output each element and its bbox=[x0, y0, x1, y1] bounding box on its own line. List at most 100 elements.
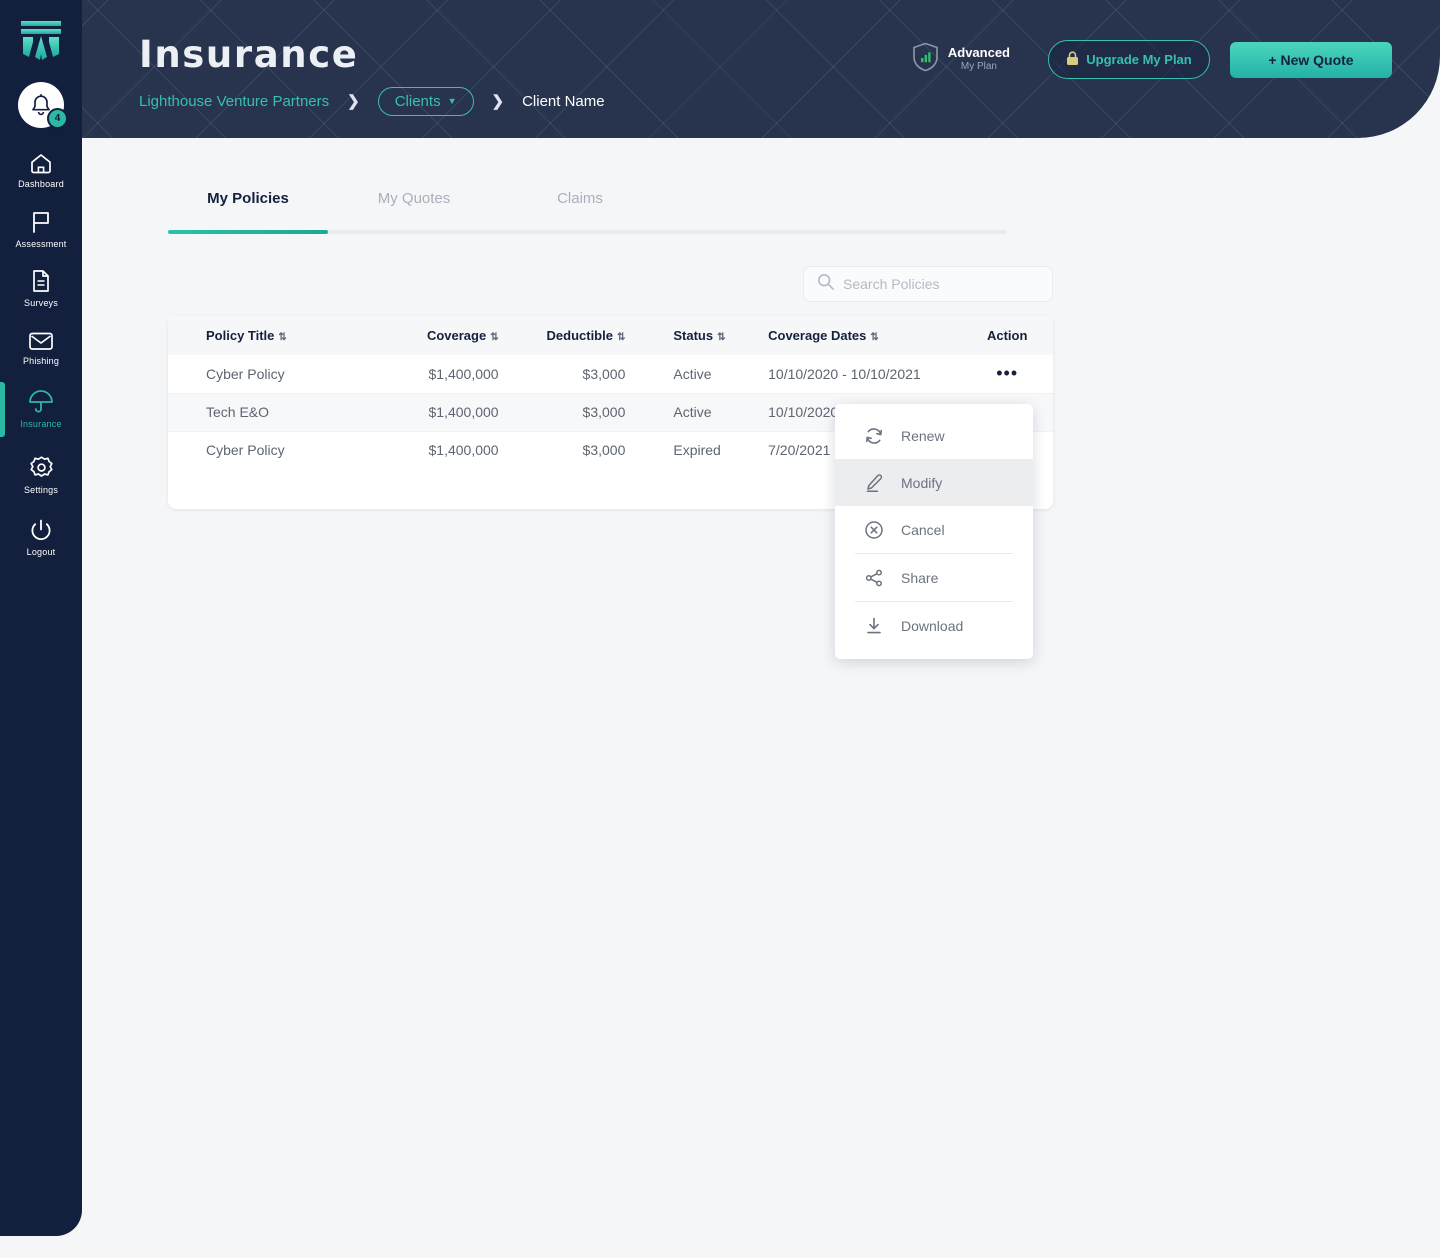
cell-coverage: $1,400,000 bbox=[428, 442, 499, 459]
breadcrumb-clients-dropdown[interactable]: Clients ▼ bbox=[377, 86, 474, 116]
sidebar-item-surveys[interactable]: Surveys bbox=[0, 259, 82, 317]
cell-policy-title: Cyber Policy bbox=[206, 442, 285, 459]
column-header-policy-title[interactable]: Policy Title ⇅ bbox=[168, 316, 373, 355]
main-content: My Policies My Quotes Claims Policy Titl… bbox=[82, 138, 1440, 1258]
page-title: Insurance bbox=[139, 33, 359, 76]
menu-item-label: Share bbox=[901, 569, 939, 586]
plan-badge: Advanced My Plan bbox=[912, 42, 1010, 77]
column-header-deductible[interactable]: Deductible ⇅ bbox=[498, 316, 626, 355]
menu-item-label: Renew bbox=[901, 427, 945, 444]
breadcrumb-clients-label: Clients bbox=[394, 92, 441, 110]
sidebar-item-label: Settings bbox=[23, 485, 59, 495]
company-logo[interactable] bbox=[17, 16, 65, 62]
sidebar-item-logout[interactable]: Logout bbox=[0, 508, 82, 566]
column-header-status[interactable]: Status ⇅ bbox=[625, 316, 745, 355]
menu-divider bbox=[855, 553, 1013, 554]
sidebar-item-label: Dashboard bbox=[18, 178, 64, 189]
search-input[interactable] bbox=[843, 276, 1039, 292]
sidebar-item-label: Logout bbox=[26, 546, 56, 557]
share-icon bbox=[864, 568, 884, 588]
sidebar-item-insurance[interactable]: Insurance bbox=[0, 380, 82, 438]
tab-active-underline bbox=[168, 230, 328, 234]
menu-item-modify[interactable]: Modify bbox=[835, 459, 1033, 506]
cell-coverage-dates: 10/10/2020 - 10/10/2021 bbox=[744, 355, 962, 394]
cell-policy-title: Tech E&O bbox=[168, 393, 373, 432]
tab-my-quotes[interactable]: My Quotes bbox=[377, 190, 451, 207]
pencil-icon bbox=[864, 473, 884, 493]
cell-policy-title: Cyber Policy bbox=[168, 355, 373, 394]
menu-item-label: Download bbox=[901, 617, 964, 634]
download-icon bbox=[864, 616, 884, 636]
sidebar-item-dashboard[interactable]: Dashboard bbox=[0, 141, 82, 199]
menu-divider bbox=[855, 601, 1013, 602]
menu-item-label: Modify bbox=[901, 474, 943, 491]
sidebar: 4 Dashboard Assessment bbox=[0, 0, 82, 1236]
chevron-down-icon: ▼ bbox=[447, 95, 457, 106]
row-action-menu: Renew Modify Cancel bbox=[835, 404, 1033, 659]
search-icon bbox=[817, 273, 834, 295]
cell-coverage-dates: 7/20/2021 bbox=[768, 442, 831, 459]
menu-item-download[interactable]: Download bbox=[835, 602, 1033, 649]
cell-status: Active bbox=[625, 355, 745, 394]
circle-x-icon bbox=[864, 520, 884, 540]
upgrade-my-plan-label: Upgrade My Plan bbox=[1086, 52, 1192, 67]
sidebar-item-label: Surveys bbox=[24, 297, 58, 308]
sort-icon: ⇅ bbox=[278, 332, 287, 343]
plan-name: Advanced bbox=[947, 45, 1010, 61]
cell-status: Expired bbox=[673, 442, 721, 459]
new-quote-button[interactable]: + New Quote bbox=[1230, 42, 1392, 78]
tab-claims[interactable]: Claims bbox=[557, 190, 603, 207]
cell-status: Active bbox=[625, 393, 745, 432]
table-header: Policy Title ⇅ Coverage ⇅ Deductible ⇅ Stat… bbox=[168, 316, 1053, 355]
cell-coverage: $1,400,000 bbox=[372, 393, 499, 432]
sort-icon: ⇅ bbox=[717, 332, 726, 343]
notification-count-badge: 4 bbox=[47, 108, 68, 129]
breadcrumb-separator-1: ❯ bbox=[347, 93, 360, 110]
menu-item-cancel[interactable]: Cancel bbox=[835, 506, 1033, 553]
menu-item-label: Cancel bbox=[901, 521, 945, 538]
sidebar-active-indicator bbox=[0, 382, 5, 437]
new-quote-label: + New Quote bbox=[1268, 52, 1354, 68]
sidebar-item-label: Phishing bbox=[22, 355, 60, 366]
sidebar-item-label: Insurance bbox=[20, 418, 62, 429]
plan-sublabel: My Plan bbox=[960, 61, 997, 73]
sidebar-item-phishing[interactable]: Phishing bbox=[0, 319, 82, 377]
umbrella-icon bbox=[28, 389, 54, 414]
lock-icon bbox=[1066, 50, 1079, 69]
menu-item-share[interactable]: Share bbox=[835, 554, 1033, 601]
notifications-button[interactable]: 4 bbox=[18, 82, 68, 129]
sort-icon: ⇅ bbox=[870, 332, 879, 343]
cell-deductible: $3,000 bbox=[498, 393, 626, 432]
sidebar-item-settings[interactable]: Settings bbox=[0, 446, 82, 504]
column-header-coverage-dates[interactable]: Coverage Dates ⇅ bbox=[744, 316, 962, 355]
menu-item-renew[interactable]: Renew bbox=[835, 412, 1033, 459]
search-policies-box[interactable] bbox=[803, 266, 1053, 302]
power-icon bbox=[29, 518, 53, 542]
column-header-coverage[interactable]: Coverage ⇅ bbox=[372, 316, 499, 355]
envelope-icon bbox=[28, 331, 54, 351]
refresh-icon bbox=[864, 426, 884, 446]
gear-icon bbox=[29, 455, 54, 480]
column-header-action: Action bbox=[961, 316, 1053, 355]
row-actions-button[interactable]: ••• bbox=[996, 363, 1019, 384]
breadcrumb-org[interactable]: Lighthouse Venture Partners bbox=[139, 92, 330, 110]
table-row[interactable]: Cyber Policy $1,400,000 $3,000 Active 10… bbox=[168, 355, 1053, 394]
sidebar-item-assessment[interactable]: Assessment bbox=[0, 200, 82, 258]
breadcrumb: Lighthouse Venture Partners ❯ Clients ▼ … bbox=[139, 86, 605, 116]
home-icon bbox=[29, 152, 53, 174]
breadcrumb-client-name: Client Name bbox=[522, 92, 605, 110]
sort-icon: ⇅ bbox=[616, 332, 626, 343]
breadcrumb-separator-2: ❯ bbox=[491, 93, 505, 110]
cell-deductible: $3,000 bbox=[582, 442, 626, 459]
sidebar-item-label: Assessment bbox=[15, 238, 67, 249]
tab-my-policies[interactable]: My Policies bbox=[207, 190, 289, 207]
tab-bar: My Policies My Quotes Claims bbox=[168, 190, 1006, 238]
cell-deductible: $3,000 bbox=[498, 355, 626, 394]
cell-coverage: $1,400,000 bbox=[372, 355, 499, 394]
flag-icon bbox=[30, 210, 52, 234]
upgrade-my-plan-button[interactable]: Upgrade My Plan bbox=[1048, 40, 1210, 79]
shield-chart-icon bbox=[912, 42, 939, 77]
tab-underline-rail bbox=[168, 230, 1006, 234]
table-row[interactable]: Cyber Policy $1,400,000 $3,000 Expired 7… bbox=[168, 431, 1053, 469]
sort-icon: ⇅ bbox=[490, 332, 499, 343]
